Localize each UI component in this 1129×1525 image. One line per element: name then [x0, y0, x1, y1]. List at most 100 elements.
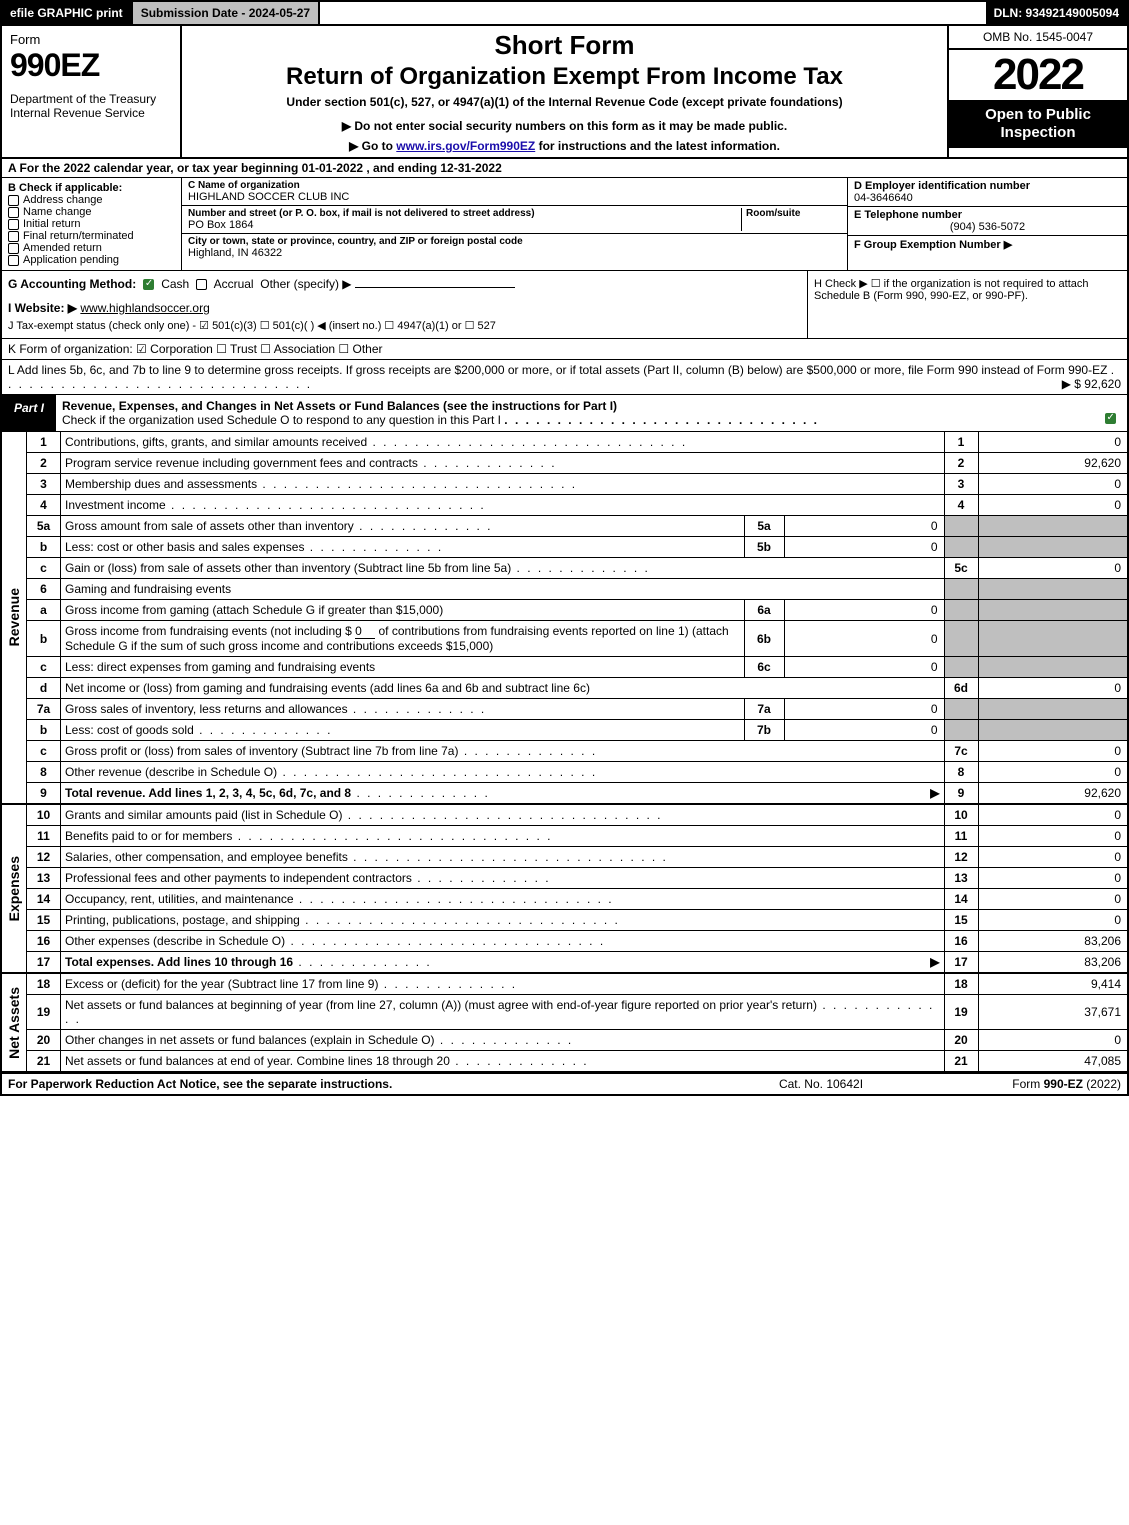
d-6b-1: Gross income from fundraising events (no… [65, 624, 355, 638]
d-6c: Less: direct expenses from gaming and fu… [61, 657, 745, 678]
col-B: B Check if applicable: Address change Na… [2, 178, 182, 270]
n-15: 15 [27, 910, 61, 931]
row-15: 15 Printing, publications, postage, and … [1, 910, 1128, 931]
d-18: Excess or (deficit) for the year (Subtra… [65, 977, 378, 991]
chk-name-change[interactable]: Name change [8, 206, 175, 218]
row-6c: c Less: direct expenses from gaming and … [1, 657, 1128, 678]
a-17: 83,206 [978, 952, 1128, 974]
d-2: Program service revenue including govern… [65, 456, 418, 470]
revenue-vlabel: Revenue [1, 432, 27, 804]
form-word: Form [10, 32, 172, 47]
d-3: Membership dues and assessments [65, 477, 257, 491]
row-20: 20 Other changes in net assets or fund b… [1, 1030, 1128, 1051]
n-5a: 5a [27, 516, 61, 537]
opt-initial-return: Initial return [23, 218, 80, 230]
n-14: 14 [27, 889, 61, 910]
row-13: 13 Professional fees and other payments … [1, 868, 1128, 889]
opt-name-change: Name change [23, 206, 92, 218]
chk-cash[interactable] [143, 279, 154, 290]
l-text: L Add lines 5b, 6c, and 7b to line 9 to … [8, 363, 1107, 377]
row-6: 6 Gaming and fundraising events [1, 579, 1128, 600]
open-to-public: Open to Public Inspection [949, 100, 1127, 148]
row-18: Net Assets 18 Excess or (deficit) for th… [1, 973, 1128, 995]
n-7a: 7a [27, 699, 61, 720]
ssn-warning: ▶ Do not enter social security numbers o… [190, 119, 939, 133]
n-12: 12 [27, 847, 61, 868]
return-title: Return of Organization Exempt From Incom… [190, 63, 939, 91]
g-accounting: G Accounting Method: Cash Accrual Other … [2, 271, 807, 338]
sv-5a: 0 [784, 516, 944, 537]
d-ein-h: D Employer identification number [854, 180, 1030, 192]
n-3: 3 [27, 474, 61, 495]
d-12: Salaries, other compensation, and employ… [65, 850, 348, 864]
chk-initial-return[interactable]: Initial return [8, 218, 175, 230]
part-i-bar: Part I Revenue, Expenses, and Changes in… [0, 395, 1129, 432]
row-GH: G Accounting Method: Cash Accrual Other … [0, 271, 1129, 339]
sn-6d: 6d [944, 678, 978, 699]
netassets-vlabel: Net Assets [1, 973, 27, 1072]
n-5b: b [27, 537, 61, 558]
col-DEF: D Employer identification number 04-3646… [847, 178, 1127, 270]
opt-application-pending: Application pending [23, 254, 119, 266]
opt-final-return: Final return/terminated [23, 230, 134, 242]
irs-link[interactable]: www.irs.gov/Form990EZ [396, 139, 535, 153]
d-10: Grants and similar amounts paid (list in… [65, 808, 342, 822]
n-7c: c [27, 741, 61, 762]
footer-center: Cat. No. 10642I [721, 1077, 921, 1091]
chk-address-change[interactable]: Address change [8, 194, 175, 206]
row-5b: b Less: cost or other basis and sales ex… [1, 537, 1128, 558]
sn-18: 18 [944, 973, 978, 995]
a-14: 0 [978, 889, 1128, 910]
sub-5b: 5b [744, 537, 784, 558]
a-13: 0 [978, 868, 1128, 889]
chk-final-return[interactable]: Final return/terminated [8, 230, 175, 242]
n-20: 20 [27, 1030, 61, 1051]
sn-17: 17 [944, 952, 978, 974]
shade-5a [944, 516, 978, 537]
sn-4: 4 [944, 495, 978, 516]
subtitle: Under section 501(c), 527, or 4947(a)(1)… [190, 95, 939, 109]
identity-block: B Check if applicable: Address change Na… [0, 178, 1129, 271]
d-5c: Gain or (loss) from sale of assets other… [65, 561, 511, 575]
a-5c: 0 [978, 558, 1128, 579]
d-6b-amt: 0 [355, 624, 375, 639]
sub-6a: 6a [744, 600, 784, 621]
website-value[interactable]: www.highlandsoccer.org [80, 301, 209, 315]
submission-date: Submission Date - 2024-05-27 [133, 2, 320, 24]
a-9: 92,620 [978, 783, 1128, 805]
d-13: Professional fees and other payments to … [65, 871, 412, 885]
row-5a: 5a Gross amount from sale of assets othe… [1, 516, 1128, 537]
chk-application-pending[interactable]: Application pending [8, 254, 175, 266]
g-other-input[interactable] [355, 287, 515, 288]
opt-address-change: Address change [23, 194, 103, 206]
form-number: 990EZ [10, 47, 172, 84]
sn-16: 16 [944, 931, 978, 952]
sv-7a: 0 [784, 699, 944, 720]
chk-accrual[interactable] [196, 279, 207, 290]
part-i-checkbox[interactable] [1097, 395, 1127, 431]
row-9: 9 Total revenue. Add lines 1, 2, 3, 4, 5… [1, 783, 1128, 805]
n-5c: c [27, 558, 61, 579]
n-16: 16 [27, 931, 61, 952]
n-4: 4 [27, 495, 61, 516]
chk-amended-return[interactable]: Amended return [8, 242, 175, 254]
n-11: 11 [27, 826, 61, 847]
goto-line: ▶ Go to www.irs.gov/Form990EZ for instru… [190, 139, 939, 153]
org-street: PO Box 1864 [188, 219, 741, 231]
sn-3: 3 [944, 474, 978, 495]
d-7b: Less: cost of goods sold [65, 723, 194, 737]
row-3: 3 Membership dues and assessments 3 0 [1, 474, 1128, 495]
row-1: Revenue 1 Contributions, gifts, grants, … [1, 432, 1128, 453]
footer-left: For Paperwork Reduction Act Notice, see … [8, 1077, 721, 1091]
row-6d: d Net income or (loss) from gaming and f… [1, 678, 1128, 699]
part-i-dots [504, 413, 819, 427]
d-5b: Less: cost or other basis and sales expe… [65, 540, 304, 554]
n-6d: d [27, 678, 61, 699]
n-7b: b [27, 720, 61, 741]
sub-5a: 5a [744, 516, 784, 537]
sub-6c: 6c [744, 657, 784, 678]
a-4: 0 [978, 495, 1128, 516]
form-header: Form 990EZ Department of the Treasury In… [0, 26, 1129, 159]
a-20: 0 [978, 1030, 1128, 1051]
sn-19: 19 [944, 995, 978, 1030]
